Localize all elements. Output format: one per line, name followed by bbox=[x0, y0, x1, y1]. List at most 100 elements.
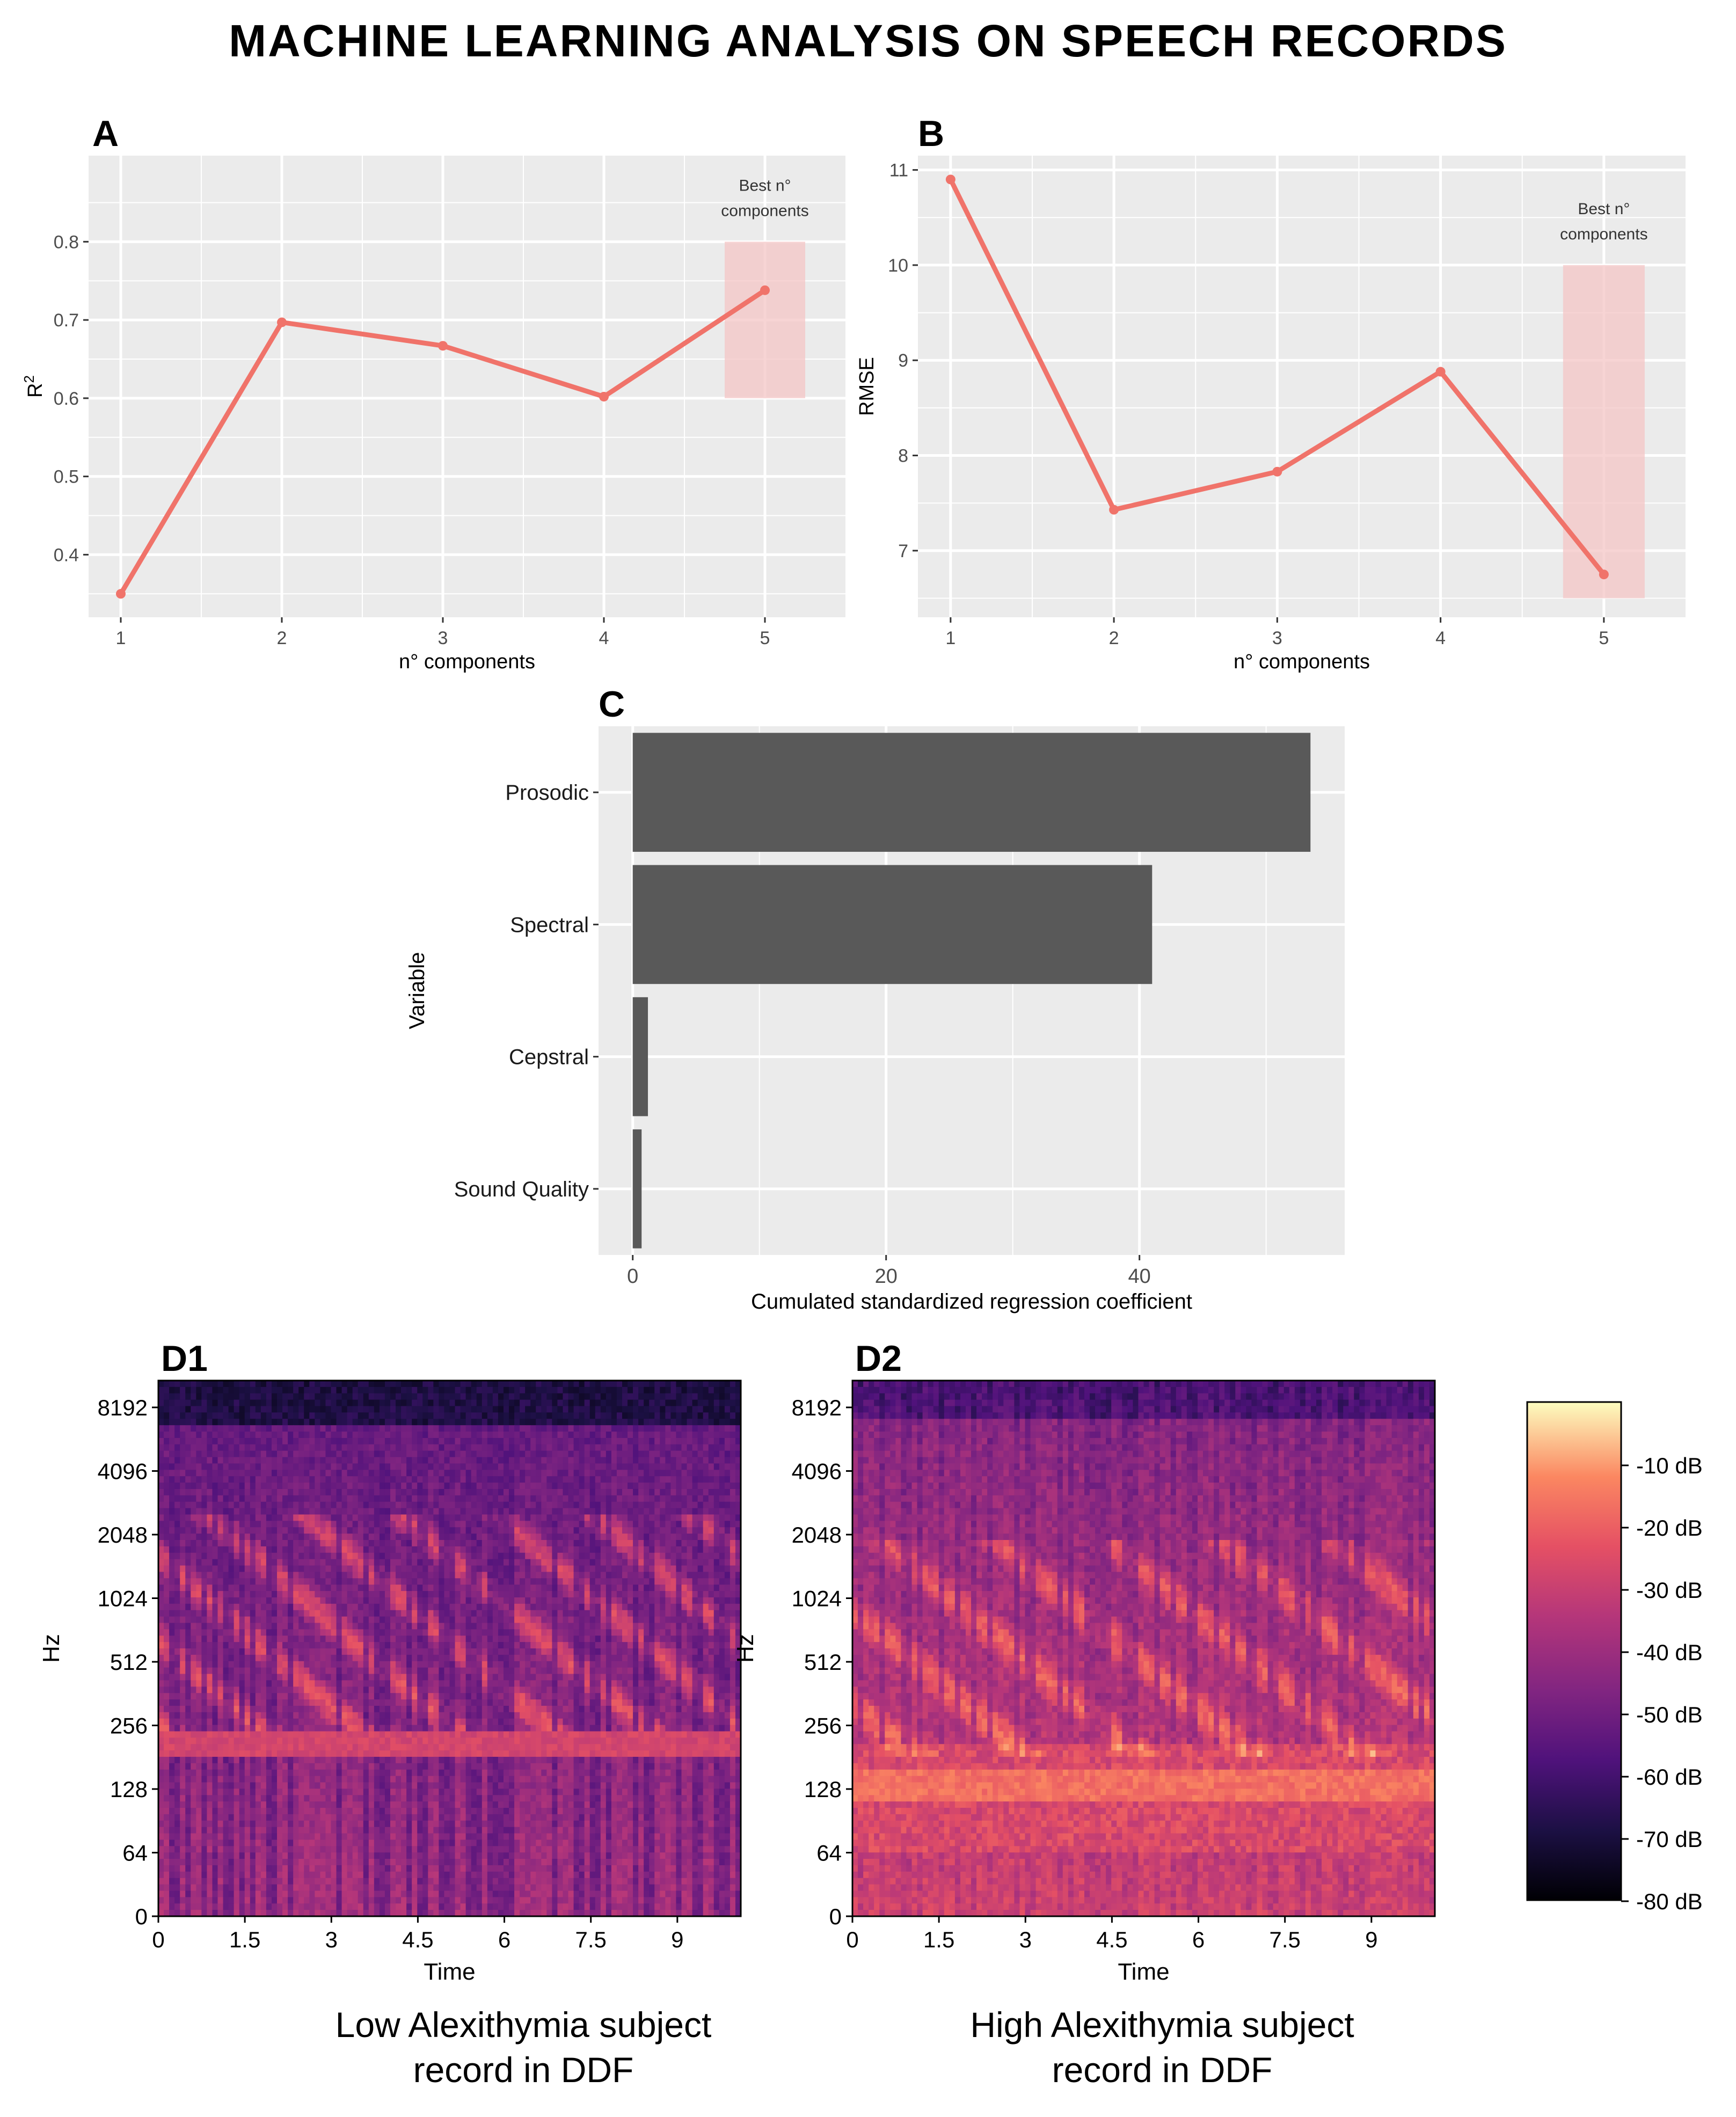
spectrogram-cell bbox=[341, 1483, 348, 1490]
spectrogram-cell bbox=[293, 1386, 299, 1394]
spectrogram-cell bbox=[336, 1425, 342, 1432]
spectrogram-cell bbox=[530, 1661, 536, 1668]
spectrogram-cell bbox=[439, 1591, 445, 1598]
spectrogram-cell bbox=[363, 1444, 369, 1451]
spectrogram-cell bbox=[217, 1470, 224, 1477]
spectrogram-cell bbox=[331, 1419, 337, 1426]
spectrogram-cell bbox=[573, 1534, 580, 1541]
spectrogram-cell bbox=[633, 1591, 639, 1598]
spectrogram-cell bbox=[374, 1444, 380, 1451]
spectrogram-cell bbox=[514, 1393, 520, 1400]
spectrogram-cell bbox=[336, 1616, 342, 1624]
spectrogram-cell bbox=[487, 1585, 493, 1592]
spectrogram-cell bbox=[692, 1540, 698, 1547]
spectrogram-cell bbox=[541, 1565, 547, 1573]
spectrogram-cell bbox=[633, 1636, 639, 1642]
spectrogram-cell bbox=[212, 1654, 218, 1662]
spectrogram-cell bbox=[191, 1527, 196, 1534]
spectrogram-cell bbox=[347, 1419, 353, 1426]
spectrogram-cell bbox=[719, 1470, 725, 1477]
spectrogram-cell bbox=[234, 1642, 240, 1649]
spectrogram-cell bbox=[584, 1552, 590, 1560]
spectrogram-cell bbox=[660, 1521, 666, 1528]
spectrogram-cell bbox=[530, 1603, 536, 1611]
spectrogram-cell bbox=[266, 1483, 272, 1490]
spectrogram-cell bbox=[277, 1412, 283, 1419]
spectrogram-cell bbox=[660, 1565, 666, 1573]
spectrogram-cell bbox=[579, 1585, 585, 1592]
spectrogram-cell bbox=[309, 1412, 315, 1419]
spectrogram-cell bbox=[331, 1629, 337, 1636]
spectrogram-cell bbox=[223, 1450, 229, 1458]
spectrogram-cell bbox=[563, 1419, 569, 1426]
spectrogram-cell bbox=[223, 1623, 229, 1630]
spectrogram-cell bbox=[396, 1616, 402, 1624]
spectrogram-cell bbox=[546, 1546, 552, 1553]
spectrogram-cell bbox=[347, 1572, 353, 1579]
spectrogram-cell bbox=[670, 1444, 677, 1451]
spectrogram-cell bbox=[212, 1444, 218, 1451]
spectrogram-cell bbox=[234, 1623, 240, 1630]
spectrogram-cell bbox=[530, 1636, 536, 1642]
spectrogram-cell bbox=[573, 1552, 580, 1560]
spectrogram-cell bbox=[341, 1501, 348, 1509]
spectrogram-cell bbox=[465, 1450, 472, 1458]
spectrogram-cell bbox=[692, 1603, 698, 1611]
spectrogram-cell bbox=[628, 1534, 633, 1541]
spectrogram-cell bbox=[439, 1412, 445, 1419]
spectrogram-cell bbox=[509, 1654, 515, 1662]
spectrogram-cell bbox=[196, 1546, 202, 1553]
spectrogram-cell bbox=[509, 1444, 515, 1451]
spectrogram-cell bbox=[735, 1425, 741, 1432]
spectrogram-cell bbox=[228, 1437, 235, 1445]
spectrogram-cell bbox=[509, 1463, 515, 1470]
spectrogram-cell bbox=[223, 1419, 229, 1426]
spectrogram-cell bbox=[347, 1623, 353, 1630]
spectrogram-cell bbox=[158, 1437, 164, 1445]
spectrogram-cell bbox=[223, 1629, 229, 1636]
spectrogram-cell bbox=[520, 1534, 526, 1541]
spectrogram-cell bbox=[465, 1521, 472, 1528]
spectrogram-cell bbox=[315, 1399, 320, 1407]
spectrogram-cell bbox=[487, 1425, 493, 1432]
spectrogram-cell bbox=[320, 1463, 326, 1470]
spectrogram-cell bbox=[336, 1636, 342, 1642]
spectrogram-cell bbox=[444, 1534, 450, 1541]
spectrogram-cell bbox=[719, 1386, 725, 1394]
spectrogram-cell bbox=[396, 1546, 402, 1553]
spectrogram-cell bbox=[164, 1559, 170, 1566]
spectrogram-cell bbox=[298, 1552, 304, 1560]
spectrogram-cell bbox=[638, 1591, 644, 1598]
spectrogram-cell bbox=[217, 1552, 224, 1560]
spectrogram-cell bbox=[692, 1654, 698, 1662]
spectrogram-cell bbox=[525, 1629, 531, 1636]
spectrogram-cell bbox=[239, 1629, 245, 1636]
spectrogram-cell bbox=[331, 1463, 337, 1470]
spectrogram-cell bbox=[735, 1476, 741, 1483]
spectrogram-cell bbox=[530, 1552, 536, 1560]
spectrogram-cell bbox=[616, 1591, 623, 1598]
spectrogram-cell bbox=[239, 1623, 245, 1630]
spectrogram-cell bbox=[573, 1393, 580, 1400]
spectrogram-cell bbox=[158, 1527, 164, 1534]
spectrogram-cell bbox=[347, 1432, 353, 1439]
spectrogram-cell bbox=[589, 1572, 596, 1579]
spectrogram-cell bbox=[530, 1534, 536, 1541]
spectrogram-cell bbox=[180, 1437, 186, 1445]
spectrogram-cell bbox=[670, 1437, 677, 1445]
y-tick-label: 11 bbox=[889, 160, 908, 181]
spectrogram-cell bbox=[498, 1597, 504, 1604]
spectrogram-cell bbox=[525, 1406, 531, 1413]
spectrogram-cell bbox=[546, 1406, 552, 1413]
spectrogram-cell bbox=[649, 1629, 655, 1636]
spectrogram-cell bbox=[665, 1419, 671, 1426]
spectrogram-cell bbox=[595, 1444, 601, 1451]
spectrogram-cell bbox=[541, 1476, 547, 1483]
spectrogram-cell bbox=[358, 1642, 364, 1649]
spectrogram-cell bbox=[412, 1425, 418, 1432]
spectrogram-cell bbox=[509, 1648, 515, 1655]
spectrogram-cell bbox=[730, 1540, 736, 1547]
spectrogram-cell bbox=[347, 1444, 353, 1451]
spectrogram-cell bbox=[428, 1381, 434, 1388]
spectrogram-cell bbox=[509, 1591, 515, 1598]
